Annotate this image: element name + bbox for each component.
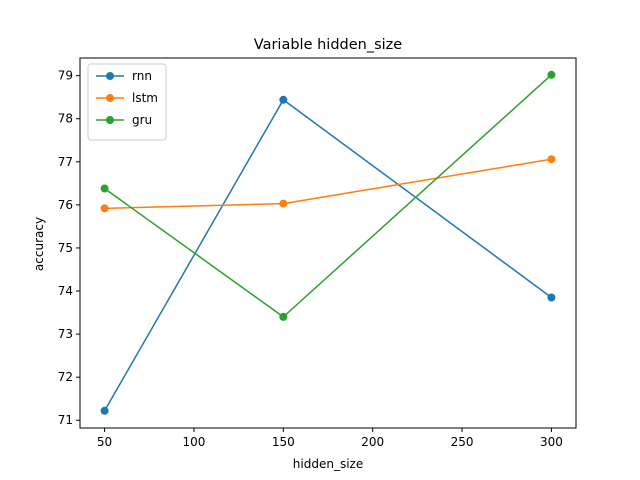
data-point-rnn: [547, 293, 556, 302]
y-tick-label: 73: [58, 327, 73, 341]
y-tick-label: 76: [58, 198, 73, 212]
legend-label-lstm: lstm: [132, 91, 158, 105]
x-tick-label: 50: [97, 435, 112, 449]
y-tick-label: 72: [58, 370, 73, 384]
data-point-gru: [547, 70, 556, 79]
data-point-lstm: [279, 199, 288, 208]
y-tick-label: 79: [58, 69, 73, 83]
x-tick-label: 300: [540, 435, 563, 449]
legend-marker-rnn: [106, 72, 114, 80]
y-tick-label: 77: [58, 155, 73, 169]
legend-label-rnn: rnn: [132, 69, 152, 83]
plot-frame: [79, 57, 577, 429]
x-tick-label: 200: [361, 435, 384, 449]
y-tick-label: 71: [58, 413, 73, 427]
x-tick-label: 150: [272, 435, 295, 449]
x-tick-label: 100: [182, 435, 205, 449]
data-point-gru: [100, 184, 109, 193]
legend-marker-lstm: [106, 94, 114, 102]
data-point-lstm: [547, 155, 556, 164]
y-axis-title: accuracy: [32, 217, 46, 271]
legend-marker-gru: [106, 116, 114, 124]
y-tick-label: 74: [58, 284, 73, 298]
data-point-rnn: [100, 406, 109, 415]
x-tick-label: 250: [451, 435, 474, 449]
legend-label-gru: gru: [132, 113, 152, 127]
x-axis-title: hidden_size: [293, 457, 363, 471]
data-point-rnn: [279, 95, 288, 104]
chart-title: Variable hidden_size: [254, 37, 402, 53]
plot-area: 50 100 150 200 250 300 71 72 73 74 75 76 77 78 79: [58, 69, 563, 449]
y-tick-label: 75: [58, 241, 73, 255]
data-point-lstm: [100, 204, 109, 213]
y-tick-label: 78: [58, 112, 73, 126]
legend: rnn lstm gru: [87, 63, 167, 141]
data-point-gru: [279, 312, 288, 321]
